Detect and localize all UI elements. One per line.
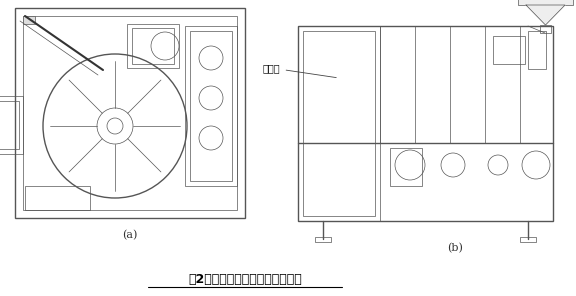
Bar	[303, 31, 375, 216]
Bar	[15, 8, 245, 218]
Bar	[528, 31, 546, 69]
Bar	[190, 31, 232, 181]
Bar	[185, 26, 237, 186]
Text: (a): (a)	[122, 230, 138, 240]
Text: 控制箱: 控制箱	[263, 63, 336, 78]
Bar	[540, 25, 551, 33]
Bar	[380, 26, 553, 143]
Text: 圖2給袋式自動包裝機結構示意圖: 圖2給袋式自動包裝機結構示意圖	[188, 273, 302, 286]
Bar	[25, 186, 90, 210]
Bar	[0, 96, 23, 154]
Bar	[315, 237, 331, 242]
Text: (b): (b)	[448, 243, 464, 253]
Bar	[298, 26, 380, 221]
Bar	[0, 101, 19, 149]
Polygon shape	[526, 5, 565, 25]
Bar	[298, 26, 553, 221]
Bar	[23, 16, 35, 24]
Bar	[127, 24, 179, 68]
Text: 醬料灌裝機: 醬料灌裝機	[0, 295, 1, 296]
Bar	[520, 237, 536, 242]
Bar	[132, 28, 174, 64]
Bar	[23, 16, 237, 210]
Bar	[390, 148, 422, 186]
Bar	[493, 36, 525, 64]
Bar	[518, 0, 573, 5]
